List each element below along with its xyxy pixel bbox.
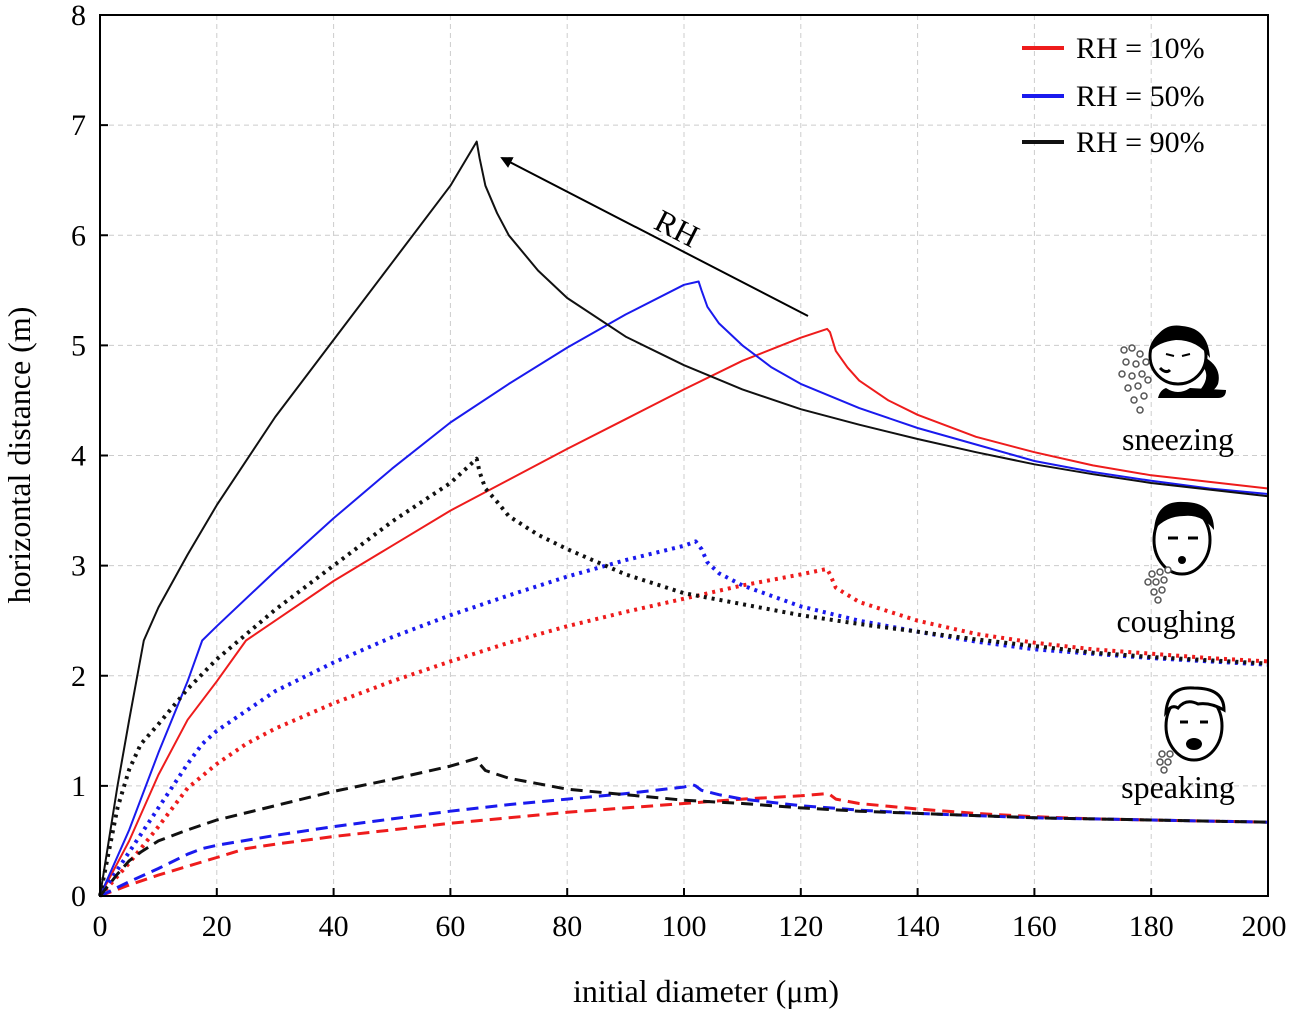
coughing-person-icon — [1144, 501, 1214, 604]
y-tick-label: 3 — [71, 550, 86, 583]
x-tick-label: 200 — [1242, 910, 1287, 943]
y-tick-label: 7 — [71, 109, 86, 142]
x-tick-label: 80 — [552, 910, 582, 943]
y-tick-label: 0 — [71, 880, 86, 913]
legend-label-rh90: RH = 90% — [1076, 126, 1205, 159]
y-tick-label: 8 — [71, 0, 86, 32]
series-line-sneezing-90 — [99, 140, 1269, 897]
series-line-sneezing-10 — [99, 327, 1269, 897]
x-tick-label: 120 — [778, 910, 823, 943]
series-layer — [98, 140, 1269, 898]
tick-layer: 0 20 40 60 80 100 120 140 160 180 200 0 1 2 3 4 5 6 7 8 — [71, 0, 1287, 943]
speaking-label: speaking — [1121, 769, 1235, 805]
sneezing-label: sneezing — [1122, 421, 1234, 457]
series-line-speaking-10 — [99, 792, 1269, 898]
speaking-person-icon — [1156, 686, 1226, 774]
legend: RH = 10% RH = 50% RH = 90% — [1022, 32, 1205, 159]
x-tick-label: 60 — [435, 910, 465, 943]
x-tick-label: 100 — [662, 910, 707, 943]
y-tick-label: 5 — [71, 329, 86, 362]
rh-arrow-label: RH — [649, 202, 705, 254]
series-line-speaking-50 — [99, 783, 1269, 898]
x-tick-label: 40 — [319, 910, 349, 943]
grid-layer — [100, 15, 1268, 896]
x-tick-label: 160 — [1012, 910, 1057, 943]
y-axis-label: horizontal distance (m) — [1, 307, 37, 604]
rh-arrow-line — [500, 157, 809, 317]
rh-arrow: RH — [500, 157, 809, 317]
legend-label-rh50: RH = 50% — [1076, 80, 1205, 113]
series-line-coughing-50 — [98, 539, 1269, 898]
x-tick-label: 0 — [93, 910, 108, 943]
sneezing-person-icon — [1118, 325, 1226, 414]
x-tick-label: 20 — [202, 910, 232, 943]
y-tick-label: 6 — [71, 219, 86, 252]
series-line-coughing-90 — [98, 456, 1269, 897]
coughing-label: coughing — [1116, 603, 1235, 639]
legend-label-rh10: RH = 10% — [1076, 32, 1205, 65]
x-tick-label: 180 — [1129, 910, 1174, 943]
series-line-sneezing-50 — [99, 280, 1269, 897]
x-tick-label: 140 — [895, 910, 940, 943]
y-tick-label: 4 — [71, 440, 86, 473]
y-tick-label: 2 — [71, 660, 86, 693]
x-axis-label: initial diameter (μm) — [573, 973, 839, 1009]
y-tick-label: 1 — [71, 770, 86, 803]
series-line-speaking-90 — [98, 756, 1269, 897]
